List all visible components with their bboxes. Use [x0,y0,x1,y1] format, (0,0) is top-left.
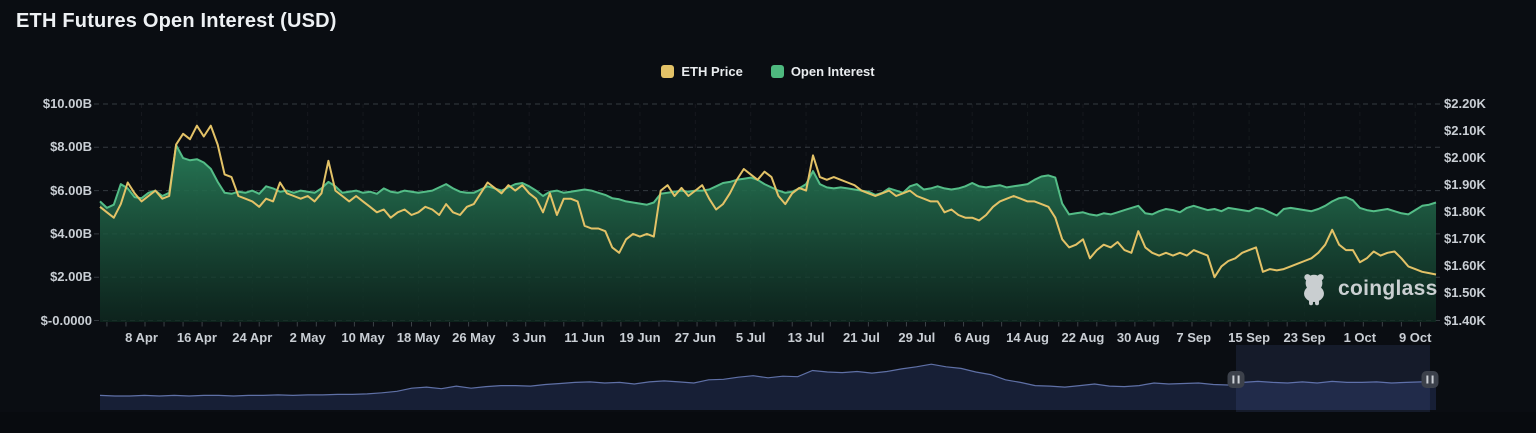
open-interest-area [100,145,1436,322]
x-axis-label: 2 May [289,330,326,345]
pause-bar-icon [1237,375,1240,384]
y-axis-label-right: $2.20K [1444,96,1486,111]
x-axis-label: 14 Aug [1006,330,1049,345]
y-axis-label-right: $1.40K [1444,312,1486,328]
legend-item-open-interest[interactable]: Open Interest [770,64,875,79]
y-axis-label-left: $-0.0000 [40,312,92,328]
pause-bar-icon [1232,375,1235,384]
y-axis-label-right: $1.90K [1444,177,1486,193]
x-axis-label: 19 Jun [619,330,661,345]
y-axis-label-right: $1.60K [1444,258,1486,274]
y-axis-label-right: $2.10K [1444,123,1486,139]
navigator-handle-left-body[interactable] [1227,371,1245,388]
x-axis-label: 16 Apr [176,330,217,345]
x-axis-label: 5 Jul [735,330,766,345]
legend-swatch-open-interest-icon [770,65,784,78]
x-axis-label: 29 Jul [898,330,936,345]
x-axis-label: 22 Aug [1061,330,1105,345]
x-axis-label: 24 Apr [232,330,273,345]
watermark: coinglass [1298,272,1438,306]
eth-price-line [99,124,1437,279]
navigator-area[interactable] [100,364,1436,410]
pause-bar-icon [1431,375,1434,384]
x-axis-label: 8 Apr [125,330,158,345]
x-axis-label: 23 Sep [1283,330,1326,345]
x-axis-label: 26 May [452,330,496,345]
x-axis-label: 18 May [396,330,441,345]
y-axis-label-right: $1.80K [1444,204,1486,220]
y-axis-label-left: $2.00B [50,269,92,285]
legend-item-eth-price[interactable]: ETH Price [661,64,743,79]
x-axis-label: 15 Sep [1228,330,1271,345]
y-axis-label-right: $2.00K [1444,150,1486,166]
x-axis-label: 1 Oct [1343,330,1377,345]
x-axis-label: 13 Jul [787,330,825,345]
x-axis-label: 10 May [341,330,385,345]
y-axis-label-left: $10.00B [42,96,92,111]
legend: ETH Price Open Interest [0,64,1536,79]
x-axis-label: 6 Aug [954,330,991,345]
y-axis-label-right: $1.70K [1444,231,1486,247]
x-axis-label: 7 Sep [1176,330,1212,345]
x-axis-label: 9 Oct [1398,330,1432,345]
navigator-selected-range[interactable] [1236,345,1430,412]
y-axis-label-right: $1.50K [1444,285,1486,301]
x-axis-label: 11 Jun [564,330,605,345]
navigator-handle-left[interactable] [1227,371,1245,388]
x-axis-label: 21 Jul [843,330,880,345]
legend-label: ETH Price [681,64,743,79]
y-axis-label-left: $8.00B [50,139,92,155]
y-axis-label-left: $4.00B [50,225,92,241]
bottom-strip [0,412,1536,433]
coinglass-logo-icon [1304,274,1324,306]
x-axis-label: 30 Aug [1116,330,1160,345]
navigator-handle-right[interactable] [1421,371,1439,388]
navigator-line [99,363,1436,397]
watermark-text: coinglass [1338,277,1438,300]
y-axis-label-left: $6.00B [50,182,92,198]
legend-label: Open Interest [790,64,875,79]
navigator-handle-right-body[interactable] [1421,371,1439,388]
pause-bar-icon [1426,375,1429,384]
x-axis-label: 3 Jun [512,330,547,345]
x-axis-label: 27 Jun [674,330,716,345]
legend-swatch-eth-price-icon [661,65,675,78]
page-title: ETH Futures Open Interest (USD) [16,10,337,32]
